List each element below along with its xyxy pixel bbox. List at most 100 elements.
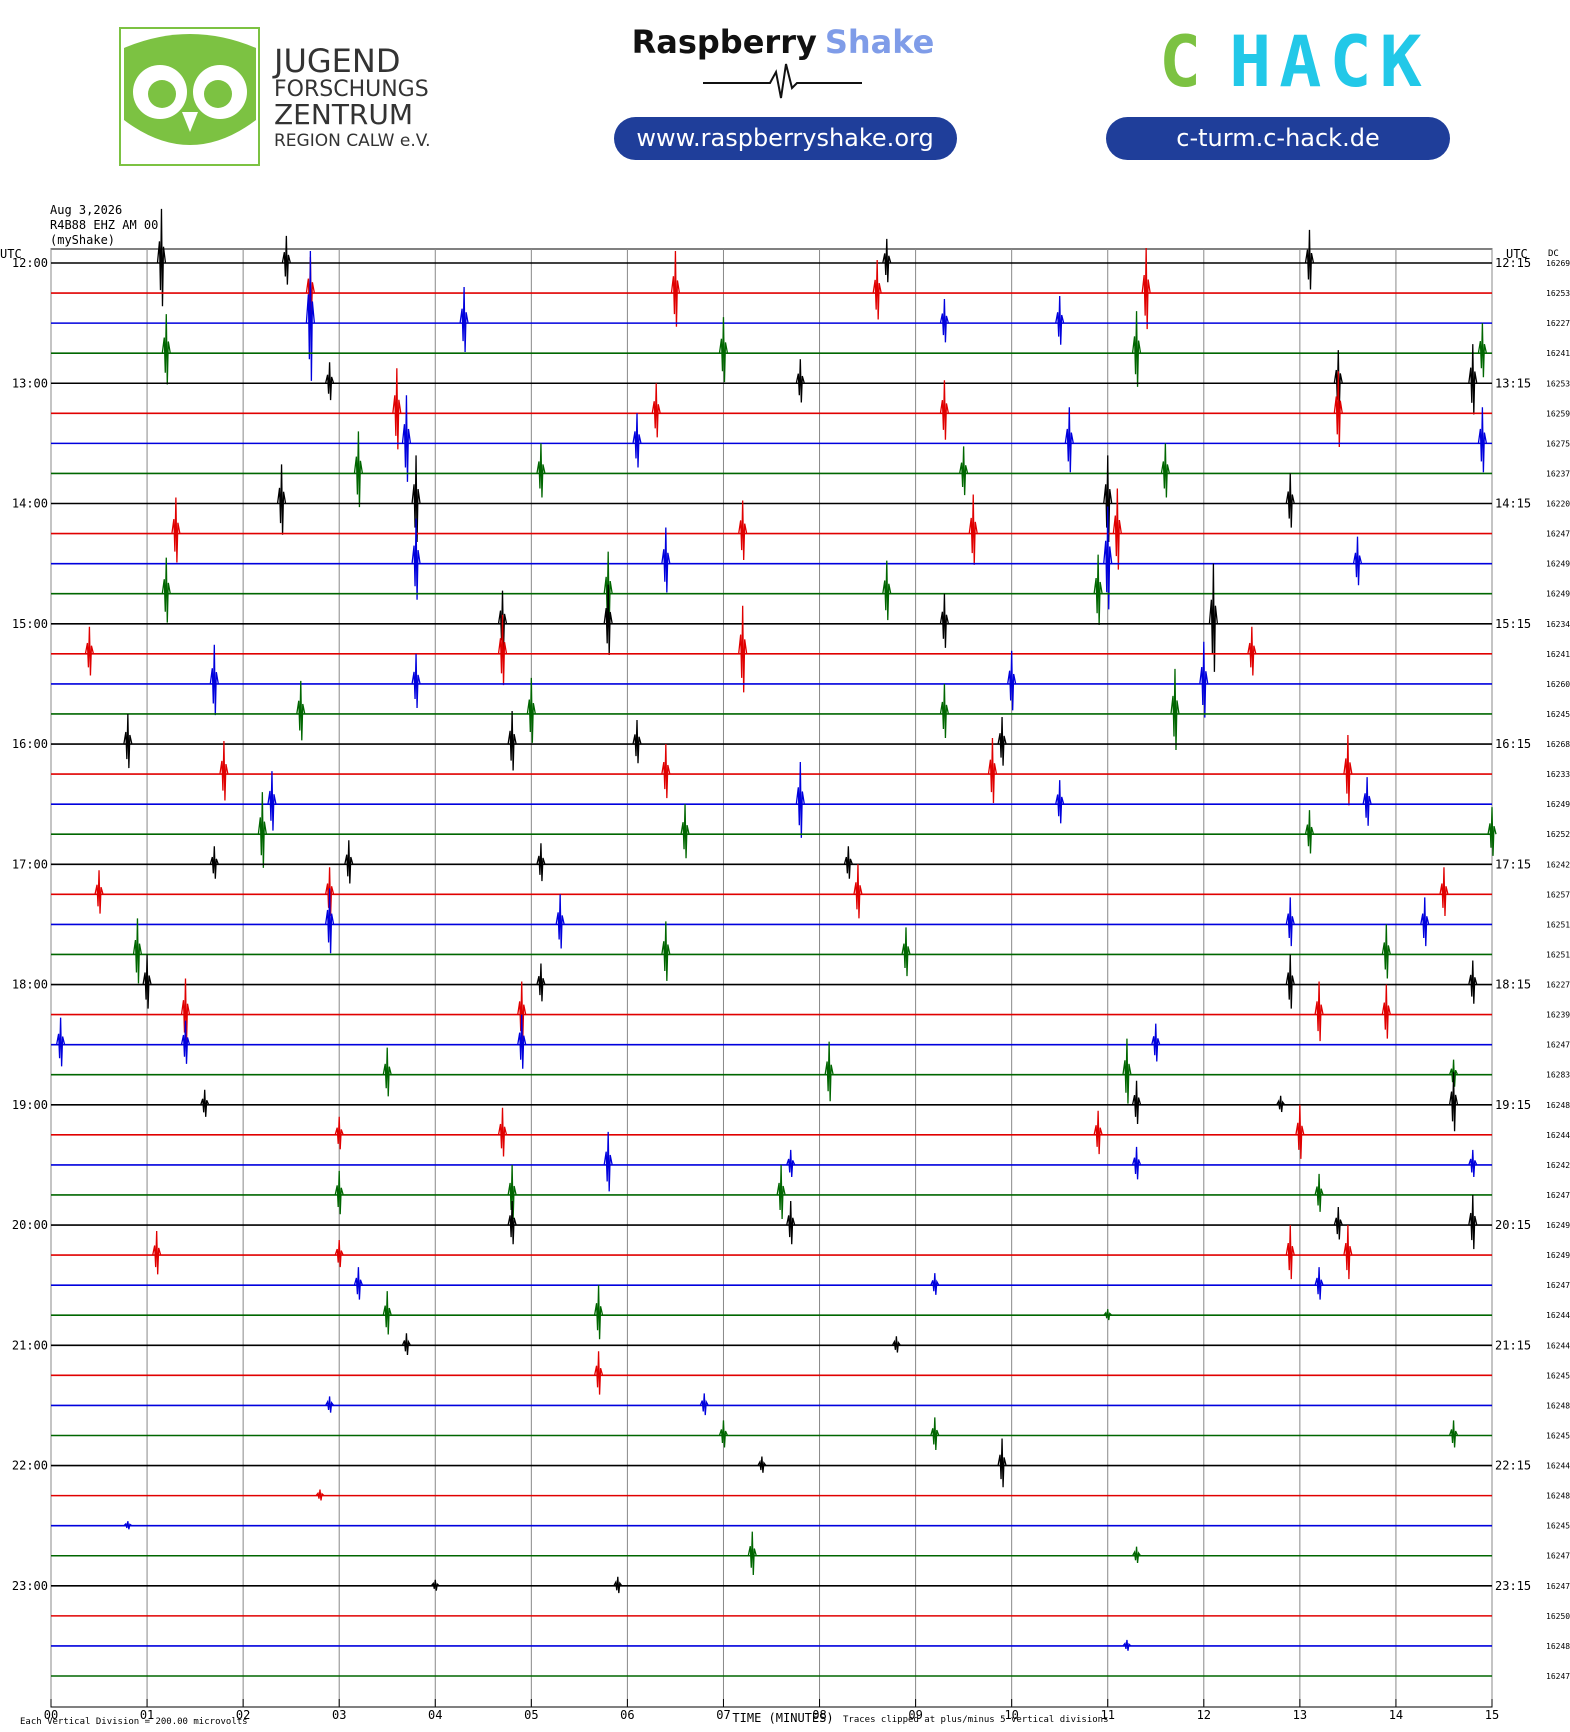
hour-label: 16:00: [12, 737, 48, 751]
dc-value: 16245: [1546, 1371, 1570, 1380]
seismic-event: [1468, 960, 1478, 1004]
seismic-event: [632, 413, 642, 468]
x-tick-label: 06: [620, 1708, 634, 1722]
seismic-event: [968, 494, 978, 565]
dc-value: 16252: [1546, 830, 1570, 839]
seismic-event: [776, 1164, 786, 1220]
seismic-event: [1103, 455, 1113, 543]
url[interactable]: www.raspberryshake.org: [636, 124, 933, 152]
seismic-event: [1333, 371, 1343, 448]
seismic-event: [1314, 1267, 1324, 1300]
seismic-event: [661, 527, 671, 593]
seismic-event: [1448, 1071, 1459, 1132]
x-tick-label: 00: [44, 1708, 58, 1722]
seismic-event: [939, 593, 950, 648]
seismic-event: [123, 713, 133, 769]
seismic-event: [718, 1420, 729, 1448]
x-tick-label: 01: [140, 1708, 154, 1722]
seismic-event: [1103, 506, 1113, 610]
seismic-event: [1439, 867, 1449, 917]
seismic-event: [156, 208, 167, 307]
info: R4B88 EHZ AM 00: [50, 218, 158, 232]
url[interactable]: c-turm.c-hack.de: [1176, 124, 1379, 152]
seismic-event: [1487, 807, 1497, 856]
right-unit: UTC: [1506, 247, 1528, 261]
seismic-event: [142, 954, 152, 1009]
seismic-event: [257, 792, 267, 868]
seismic-event: [1122, 1038, 1132, 1104]
seismic-event: [353, 431, 364, 508]
x-axis-label: TIME (MINUTES): [732, 1711, 833, 1725]
hour-label: 17:00: [12, 857, 48, 871]
seismic-event: [1208, 563, 1219, 672]
end-label: 20:15: [1495, 1218, 1531, 1232]
seismic-event: [161, 314, 171, 385]
seismic-event: [1064, 407, 1074, 473]
dc-value: 16245: [1546, 1431, 1570, 1440]
dc-value: 16249: [1546, 560, 1570, 569]
seismic-event: [718, 317, 729, 383]
seismic-event: [1007, 650, 1017, 711]
seismic-event: [795, 359, 805, 403]
dc-value: 16220: [1546, 500, 1570, 509]
dc-value: 16259: [1546, 409, 1570, 418]
end-label: 21:15: [1495, 1338, 1531, 1352]
seismic-event: [1314, 981, 1324, 1042]
hour-label: 23:00: [12, 1579, 48, 1593]
seismic-event: [843, 846, 853, 879]
org-line: ZENTRUM: [274, 98, 413, 131]
seismic-event: [517, 1014, 527, 1069]
seismic-event: [55, 1017, 66, 1067]
seismic-event: [219, 741, 229, 801]
dc-value: 16237: [1546, 469, 1570, 478]
end-label: 13:15: [1495, 376, 1531, 390]
seismic-event: [1093, 554, 1103, 625]
url-pill[interactable]: [1106, 117, 1450, 160]
seismic-event: [1381, 924, 1391, 979]
dc-value: 16247: [1546, 1582, 1570, 1591]
seismic-event: [325, 1396, 335, 1413]
dc-value: 16268: [1546, 740, 1570, 749]
seismic-event: [1285, 897, 1295, 947]
seismic-event: [497, 614, 508, 686]
logo-c: C: [1159, 21, 1209, 103]
seismic-event: [593, 1351, 604, 1395]
end-label: 14:15: [1495, 497, 1531, 511]
brand-b: Shake: [825, 23, 935, 61]
info: Aug 3,2026: [50, 203, 122, 217]
end-label: 12:15: [1495, 256, 1531, 270]
seismic-event: [161, 557, 171, 623]
dc-value: 16239: [1546, 1011, 1570, 1020]
dc-value: 16242: [1546, 1161, 1570, 1170]
x-tick-label: 02: [236, 1708, 250, 1722]
seismic-event: [1141, 247, 1151, 330]
seismic-event: [171, 497, 181, 563]
seismic-event: [613, 1576, 623, 1594]
seismic-event: [324, 362, 335, 401]
seismic-event: [382, 1047, 392, 1097]
seismic-event: [1055, 780, 1065, 824]
hour-label: 21:00: [12, 1338, 48, 1352]
dc-value: 16250: [1546, 1612, 1570, 1621]
seismic-event: [411, 455, 421, 543]
dc-value: 16227: [1546, 981, 1570, 990]
hour-label: 20:00: [12, 1218, 48, 1232]
seismic-event: [1420, 897, 1430, 947]
seismic-event: [1285, 954, 1295, 1009]
seismic-event: [1304, 229, 1315, 290]
hour-label: 13:00: [12, 376, 48, 390]
seismic-event: [411, 653, 421, 708]
seismic-event: [1122, 1639, 1132, 1651]
url-pill[interactable]: [614, 117, 957, 160]
dc-value: 16241: [1546, 650, 1570, 659]
seismic-event: [180, 978, 191, 1044]
seismic-event: [882, 238, 892, 283]
seismic-event: [632, 719, 642, 764]
seismic-event: [747, 1531, 757, 1576]
seismic-event: [786, 1149, 796, 1177]
x-tick-label: 04: [428, 1708, 442, 1722]
hour-label: 15:00: [12, 617, 48, 631]
seismic-event: [853, 864, 863, 919]
logo-hack: HACK: [1229, 21, 1430, 103]
seismic-event: [757, 1456, 767, 1473]
